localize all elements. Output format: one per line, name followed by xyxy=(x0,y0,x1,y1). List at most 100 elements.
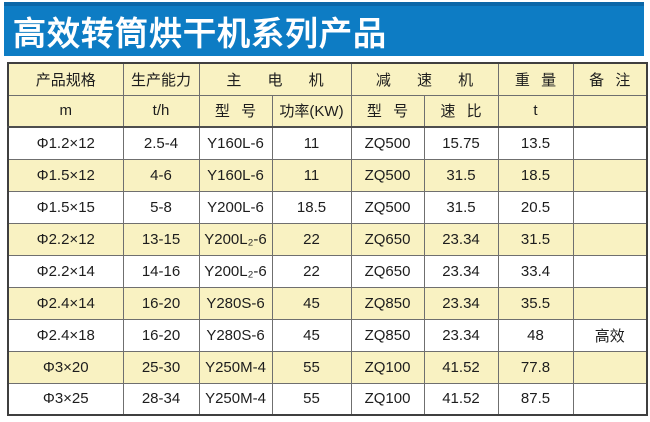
cell-reducer-model: ZQ850 xyxy=(350,286,425,320)
cell-weight: 33.4 xyxy=(497,254,574,288)
cell-reducer-model: ZQ650 xyxy=(350,254,425,288)
cell-weight: 87.5 xyxy=(497,382,574,416)
cell-power: 45 xyxy=(271,318,352,352)
cell-weight: 77.8 xyxy=(497,350,574,384)
cell-capacity: 25-30 xyxy=(122,350,200,384)
cell-ratio: 31.5 xyxy=(423,190,499,224)
product-spec-table: 产品规格 生产能力 主 电 机 减 速 机 重 量 备 注 m t/h 型 号 … xyxy=(7,62,648,416)
cell-power: 22 xyxy=(271,254,352,288)
cell-reducer-model: ZQ500 xyxy=(350,190,425,224)
cell-spec: Φ1.2×12 xyxy=(7,126,124,160)
header-remark: 备 注 xyxy=(572,62,648,96)
cell-power: 22 xyxy=(271,222,352,256)
header-main-motor: 主 电 机 xyxy=(198,62,352,96)
cell-power: 18.5 xyxy=(271,190,352,224)
table-row: Φ2.2×14 14-16 Y200L₂-6 22 ZQ650 23.34 33… xyxy=(7,254,648,288)
cell-reducer-model: ZQ100 xyxy=(350,350,425,384)
cell-reducer-model: ZQ500 xyxy=(350,158,425,192)
cell-motor-model: Y250M-4 xyxy=(198,350,273,384)
header-capacity: 生产能力 xyxy=(122,62,200,96)
cell-capacity: 13-15 xyxy=(122,222,200,256)
title-bar: 高效转筒烘干机系列产品 xyxy=(4,2,644,56)
subheader-motor-power: 功率(KW) xyxy=(271,94,352,128)
cell-remark xyxy=(572,254,648,288)
cell-motor-model: Y280S-6 xyxy=(198,286,273,320)
header-row-2: m t/h 型 号 功率(KW) 型 号 速 比 t xyxy=(7,94,648,128)
header-row-1: 产品规格 生产能力 主 电 机 减 速 机 重 量 备 注 xyxy=(7,62,648,96)
cell-spec: Φ2.2×14 xyxy=(7,254,124,288)
cell-weight: 35.5 xyxy=(497,286,574,320)
table-row: Φ1.5×12 4-6 Y160L-6 11 ZQ500 31.5 18.5 xyxy=(7,158,648,192)
table-row: Φ1.5×15 5-8 Y200L-6 18.5 ZQ500 31.5 20.5 xyxy=(7,190,648,224)
page-title: 高效转筒烘干机系列产品 xyxy=(13,15,387,52)
header-product-spec: 产品规格 xyxy=(7,62,124,96)
cell-remark xyxy=(572,190,648,224)
subheader-motor-model: 型 号 xyxy=(198,94,273,128)
cell-reducer-model: ZQ500 xyxy=(350,126,425,160)
cell-remark xyxy=(572,126,648,160)
cell-motor-model: Y280S-6 xyxy=(198,318,273,352)
cell-reducer-model: ZQ850 xyxy=(350,318,425,352)
cell-motor-model: Y200L₂-6 xyxy=(198,254,273,288)
cell-capacity: 14-16 xyxy=(122,254,200,288)
cell-power: 55 xyxy=(271,382,352,416)
cell-capacity: 5-8 xyxy=(122,190,200,224)
cell-spec: Φ3×20 xyxy=(7,350,124,384)
table-row: Φ3×20 25-30 Y250M-4 55 ZQ100 41.52 77.8 xyxy=(7,350,648,384)
cell-ratio: 23.34 xyxy=(423,222,499,256)
cell-remark xyxy=(572,286,648,320)
cell-spec: Φ1.5×15 xyxy=(7,190,124,224)
subheader-spec-unit: m xyxy=(7,94,124,128)
cell-capacity: 28-34 xyxy=(122,382,200,416)
cell-weight: 48 xyxy=(497,318,574,352)
cell-motor-model: Y160L-6 xyxy=(198,126,273,160)
cell-weight: 31.5 xyxy=(497,222,574,256)
cell-ratio: 15.75 xyxy=(423,126,499,160)
cell-power: 55 xyxy=(271,350,352,384)
cell-spec: Φ2.2×12 xyxy=(7,222,124,256)
cell-remark: 高效 xyxy=(572,318,648,352)
cell-power: 11 xyxy=(271,158,352,192)
cell-motor-model: Y200L₂-6 xyxy=(198,222,273,256)
cell-ratio: 31.5 xyxy=(423,158,499,192)
cell-capacity: 16-20 xyxy=(122,286,200,320)
cell-power: 45 xyxy=(271,286,352,320)
table-row: Φ2.2×12 13-15 Y200L₂-6 22 ZQ650 23.34 31… xyxy=(7,222,648,256)
cell-remark xyxy=(572,158,648,192)
subheader-remark xyxy=(572,94,648,128)
cell-spec: Φ1.5×12 xyxy=(7,158,124,192)
header-weight: 重 量 xyxy=(497,62,574,96)
cell-reducer-model: ZQ650 xyxy=(350,222,425,256)
cell-remark xyxy=(572,222,648,256)
subheader-reducer-ratio: 速 比 xyxy=(423,94,499,128)
cell-remark xyxy=(572,350,648,384)
subheader-capacity-unit: t/h xyxy=(122,94,200,128)
cell-capacity: 16-20 xyxy=(122,318,200,352)
cell-motor-model: Y250M-4 xyxy=(198,382,273,416)
table-row: Φ1.2×12 2.5-4 Y160L-6 11 ZQ500 15.75 13.… xyxy=(7,126,648,160)
cell-capacity: 2.5-4 xyxy=(122,126,200,160)
cell-weight: 20.5 xyxy=(497,190,574,224)
cell-motor-model: Y160L-6 xyxy=(198,158,273,192)
cell-motor-model: Y200L-6 xyxy=(198,190,273,224)
cell-capacity: 4-6 xyxy=(122,158,200,192)
cell-weight: 18.5 xyxy=(497,158,574,192)
cell-weight: 13.5 xyxy=(497,126,574,160)
table-row: Φ2.4×14 16-20 Y280S-6 45 ZQ850 23.34 35.… xyxy=(7,286,648,320)
cell-ratio: 23.34 xyxy=(423,286,499,320)
table-row: Φ2.4×18 16-20 Y280S-6 45 ZQ850 23.34 48 … xyxy=(7,318,648,352)
subheader-weight-unit: t xyxy=(497,94,574,128)
table-row: Φ3×25 28-34 Y250M-4 55 ZQ100 41.52 87.5 xyxy=(7,382,648,416)
cell-spec: Φ3×25 xyxy=(7,382,124,416)
cell-remark xyxy=(572,382,648,416)
cell-power: 11 xyxy=(271,126,352,160)
cell-spec: Φ2.4×14 xyxy=(7,286,124,320)
cell-ratio: 23.34 xyxy=(423,318,499,352)
header-reducer: 减 速 机 xyxy=(350,62,499,96)
subheader-reducer-model: 型 号 xyxy=(350,94,425,128)
cell-reducer-model: ZQ100 xyxy=(350,382,425,416)
cell-ratio: 41.52 xyxy=(423,350,499,384)
cell-spec: Φ2.4×18 xyxy=(7,318,124,352)
cell-ratio: 41.52 xyxy=(423,382,499,416)
